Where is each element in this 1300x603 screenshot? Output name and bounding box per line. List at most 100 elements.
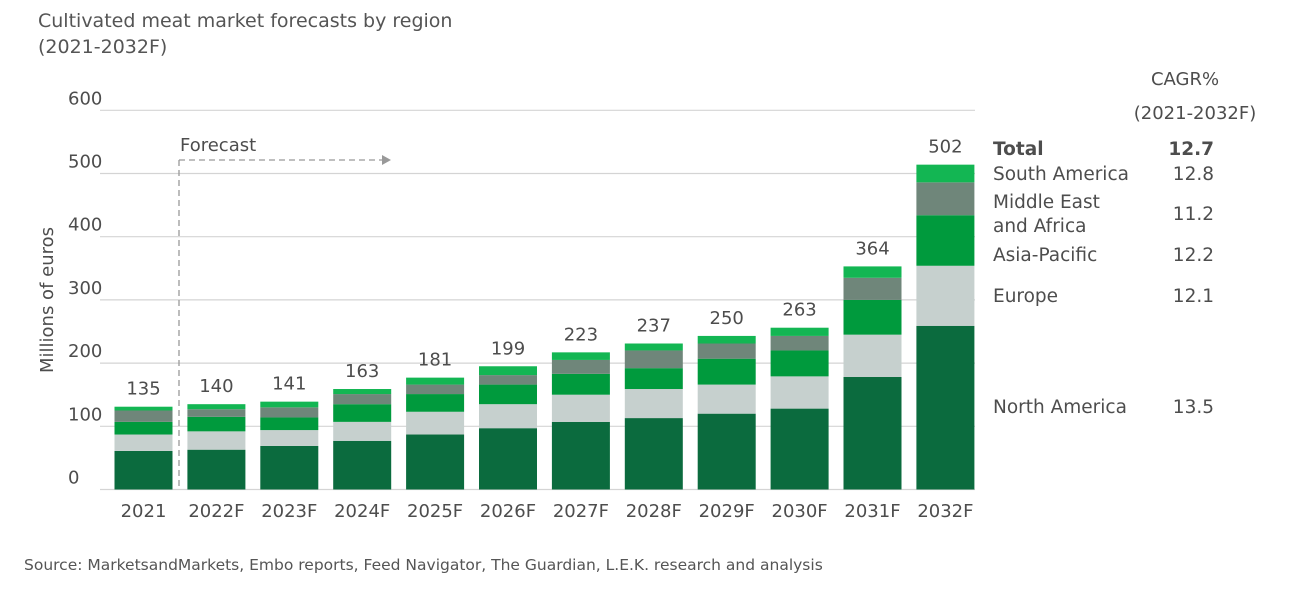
bar-segment-asia-pacific [697, 358, 756, 385]
legend-header: CAGR% [1151, 69, 1219, 90]
bar-segment-asia-pacific [479, 384, 537, 405]
bar-segment-asia-pacific [406, 394, 465, 412]
chart-title: Cultivated meat market forecasts by regi… [38, 8, 452, 60]
legend-cagr-value: 12.1 [1173, 286, 1214, 307]
bar-segment-europe [624, 389, 683, 419]
y-tick-label: 0 [68, 468, 79, 489]
x-tick-label: 2031F [844, 501, 900, 522]
bar-segment-europe [187, 431, 246, 450]
bar-segment-middle-east-and-africa [406, 384, 465, 395]
bar-segment-asia-pacific [551, 373, 610, 395]
bar-segment-middle-east-and-africa [333, 394, 392, 405]
bar-segment-middle-east-and-africa [697, 343, 756, 359]
bar-segment-europe [697, 384, 756, 414]
legend-cagr-value: 13.5 [1173, 397, 1214, 418]
bar-segment-north-america [624, 418, 683, 490]
bar-segment-asia-pacific [916, 215, 975, 266]
bar-segment-north-america [333, 440, 392, 490]
bar-segment-south-america [843, 266, 902, 278]
legend-label: Total [993, 139, 1044, 160]
forecast-label: Forecast [180, 135, 256, 156]
bar-segment-south-america [916, 164, 975, 183]
bar-segment-asia-pacific [260, 417, 319, 431]
bar-segment-north-america [406, 434, 465, 490]
total-label: 140 [199, 376, 233, 397]
y-axis-label: Millions of euros [37, 227, 58, 373]
x-tick-label: 2021 [121, 501, 167, 522]
bar-segment-north-america [843, 377, 902, 490]
bar-segment-europe [406, 411, 465, 435]
bar-segment-europe [770, 376, 829, 409]
bar-segment-asia-pacific [187, 416, 246, 432]
legend-label: Europe [993, 286, 1058, 307]
legend-label: South America [993, 164, 1129, 185]
bar-segment-europe [551, 394, 610, 422]
bar-segment-middle-east-and-africa [770, 335, 829, 351]
legend-cagr-value: 11.2 [1173, 204, 1214, 225]
y-tick-label: 100 [68, 404, 102, 425]
bar-segment-asia-pacific [843, 299, 902, 335]
bar-segment-south-america [406, 377, 465, 385]
total-label: 163 [345, 361, 379, 382]
bar-segment-south-america [187, 404, 246, 410]
source-note: Source: MarketsandMarkets, Embo reports,… [24, 556, 823, 574]
bar-segment-south-america [697, 335, 756, 344]
y-tick-label: 600 [68, 88, 102, 109]
bar-segment-north-america [479, 428, 537, 490]
bar-segment-south-america [333, 389, 392, 395]
x-tick-label: 2022F [188, 501, 244, 522]
legend-label: North America [993, 397, 1127, 418]
bar-segment-south-america [479, 366, 537, 376]
legend-cagr-value: 12.7 [1168, 139, 1214, 160]
bar-segment-asia-pacific [624, 368, 683, 390]
bar-segment-south-america [624, 343, 683, 351]
x-tick-label: 2024F [334, 501, 390, 522]
x-tick-label: 2025F [407, 501, 463, 522]
bar-segment-south-america [260, 401, 319, 408]
x-tick-label: 2026F [480, 501, 536, 522]
bar-segment-north-america [260, 445, 319, 490]
bar-segment-north-america [697, 413, 756, 490]
bar-segment-south-america [770, 327, 829, 336]
bar-segment-north-america [114, 450, 173, 490]
x-tick-label: 2030F [772, 501, 828, 522]
total-label: 223 [564, 324, 598, 345]
total-label: 135 [126, 379, 160, 400]
bar-segment-europe [260, 430, 319, 446]
bar-segment-asia-pacific [114, 421, 173, 435]
x-tick-label: 2023F [261, 501, 317, 522]
bar-segment-north-america [916, 325, 975, 490]
bar-segment-europe [916, 265, 975, 326]
bar-segment-europe [114, 434, 173, 451]
total-label: 141 [272, 374, 306, 395]
y-tick-label: 300 [68, 278, 102, 299]
total-label: 199 [491, 338, 525, 359]
total-label: 502 [928, 137, 962, 158]
bar-segment-middle-east-and-africa [114, 410, 173, 422]
legend-label: and Africa [993, 216, 1086, 237]
total-label: 263 [782, 300, 816, 321]
title-line-1: Cultivated meat market forecasts by regi… [38, 10, 453, 32]
bar-segment-middle-east-and-africa [843, 277, 902, 300]
total-label: 237 [637, 316, 671, 337]
legend-label: Middle East [993, 192, 1100, 213]
bar-segment-middle-east-and-africa [551, 359, 610, 374]
total-label: 181 [418, 350, 452, 371]
bar-segment-middle-east-and-africa [916, 182, 975, 216]
legend-cagr-value: 12.2 [1173, 245, 1214, 266]
bar-segment-asia-pacific [770, 350, 829, 377]
bar-segment-europe [479, 404, 537, 429]
bar-segment-middle-east-and-africa [260, 407, 319, 418]
total-label: 250 [710, 308, 744, 329]
bar-segment-europe [333, 421, 392, 441]
title-line-2: (2021-2032F) [38, 36, 168, 58]
forecast-arrow-head-icon [382, 155, 391, 165]
y-tick-label: 500 [68, 152, 102, 173]
legend-label: Asia-Pacific [993, 245, 1097, 266]
x-tick-label: 2029F [699, 501, 755, 522]
bar-segment-europe [843, 334, 902, 378]
legend-cagr-value: 12.8 [1173, 164, 1214, 185]
bar-segment-middle-east-and-africa [479, 375, 537, 385]
